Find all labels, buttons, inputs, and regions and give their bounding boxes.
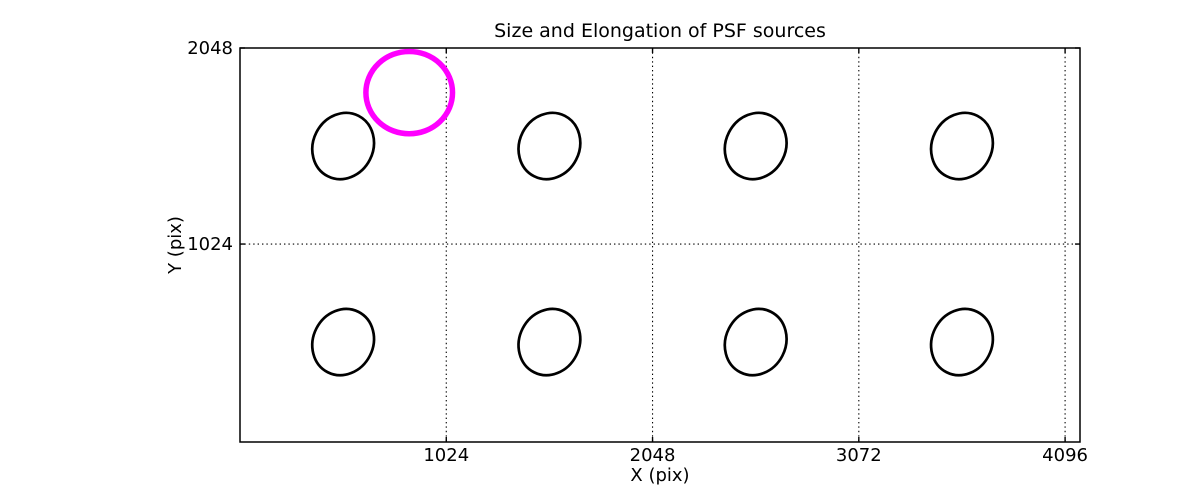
psf-ellipse <box>310 307 376 377</box>
x-tick-label: 4096 <box>1042 445 1088 466</box>
chart-title: Size and Elongation of PSF sources <box>494 20 826 42</box>
psf-ellipse <box>310 111 376 181</box>
x-tick-label: 2048 <box>630 445 676 466</box>
psf-ellipse <box>517 307 582 377</box>
psf-ellipse <box>929 307 995 377</box>
reference-circle <box>363 48 456 137</box>
y-tick-label: 1024 <box>187 234 233 255</box>
x-tick-label: 3072 <box>836 445 882 466</box>
x-tick-label: 1024 <box>423 445 469 466</box>
y-tick-label: 2048 <box>187 38 233 59</box>
psf-ellipse <box>929 111 995 181</box>
psf-ellipse <box>723 111 788 181</box>
psf-ellipse <box>723 307 788 377</box>
x-axis-label: X (pix) <box>630 465 690 486</box>
psf-ellipse <box>517 111 582 181</box>
axes-frame <box>239 47 1081 443</box>
